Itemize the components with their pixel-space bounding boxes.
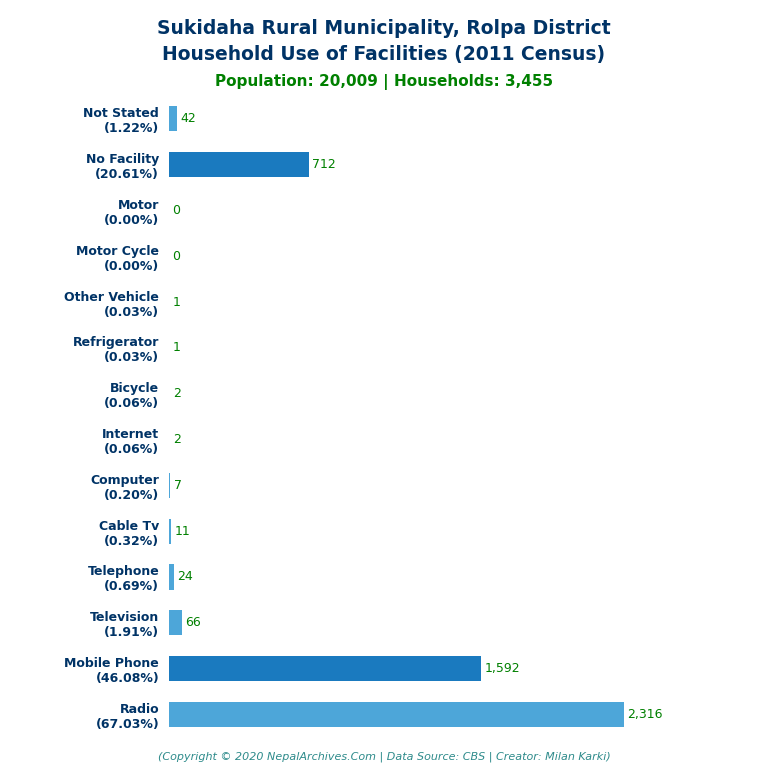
Text: 2: 2: [173, 387, 180, 400]
Bar: [169, 518, 171, 544]
Text: Sukidaha Rural Municipality, Rolpa District: Sukidaha Rural Municipality, Rolpa Distr…: [157, 19, 611, 38]
Text: 42: 42: [180, 112, 197, 125]
Bar: [169, 610, 182, 635]
Text: Population: 20,009 | Households: 3,455: Population: 20,009 | Households: 3,455: [215, 74, 553, 91]
Text: 7: 7: [174, 479, 182, 492]
Text: 24: 24: [177, 571, 193, 584]
Bar: [169, 656, 482, 681]
Text: 1: 1: [173, 296, 180, 309]
Bar: [169, 473, 170, 498]
Text: 0: 0: [173, 204, 180, 217]
Text: 2: 2: [173, 433, 180, 446]
Text: 11: 11: [174, 525, 190, 538]
Text: Household Use of Facilities (2011 Census): Household Use of Facilities (2011 Census…: [163, 45, 605, 64]
Text: 0: 0: [173, 250, 180, 263]
Bar: [169, 702, 624, 727]
Text: 712: 712: [313, 158, 336, 171]
Bar: [169, 152, 309, 177]
Text: (Copyright © 2020 NepalArchives.Com | Data Source: CBS | Creator: Milan Karki): (Copyright © 2020 NepalArchives.Com | Da…: [157, 751, 611, 762]
Text: 1: 1: [173, 342, 180, 354]
Bar: [169, 564, 174, 590]
Text: 66: 66: [185, 616, 201, 629]
Text: 1,592: 1,592: [485, 662, 521, 675]
Text: 2,316: 2,316: [627, 708, 663, 721]
Bar: [169, 106, 177, 131]
